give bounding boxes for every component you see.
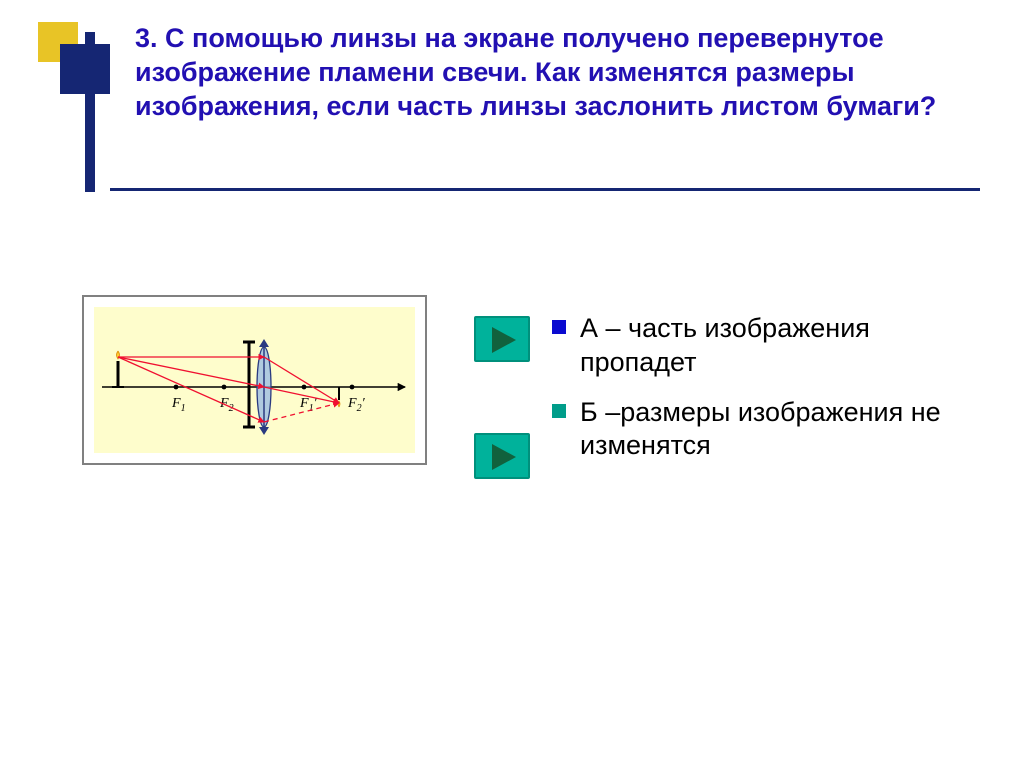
play-icon <box>490 442 520 472</box>
optics-diagram: F1F2F1′F2′ <box>94 307 415 453</box>
answer-item-b: Б –размеры изображения не изменятся <box>552 394 967 464</box>
answer-a-button[interactable] <box>474 316 530 362</box>
slide-title: 3. С помощью линзы на экране получено пе… <box>135 22 955 123</box>
answer-b-button[interactable] <box>474 433 530 479</box>
svg-text:F2′: F2′ <box>347 396 366 414</box>
optics-diagram-panel: F1F2F1′F2′ <box>82 295 427 465</box>
bullet-square-icon <box>552 404 566 418</box>
answer-a-text: А – часть изображения пропадет <box>580 310 967 380</box>
corner-decoration <box>38 22 122 142</box>
deco-square-navy <box>60 44 110 94</box>
bullet-square-icon <box>552 320 566 334</box>
answer-list: А – часть изображения пропадет Б –размер… <box>552 310 967 477</box>
title-underline <box>110 188 980 191</box>
answer-b-text: Б –размеры изображения не изменятся <box>580 394 967 464</box>
answer-item-a: А – часть изображения пропадет <box>552 310 967 380</box>
play-icon <box>490 325 520 355</box>
svg-text:F1: F1 <box>171 396 186 414</box>
